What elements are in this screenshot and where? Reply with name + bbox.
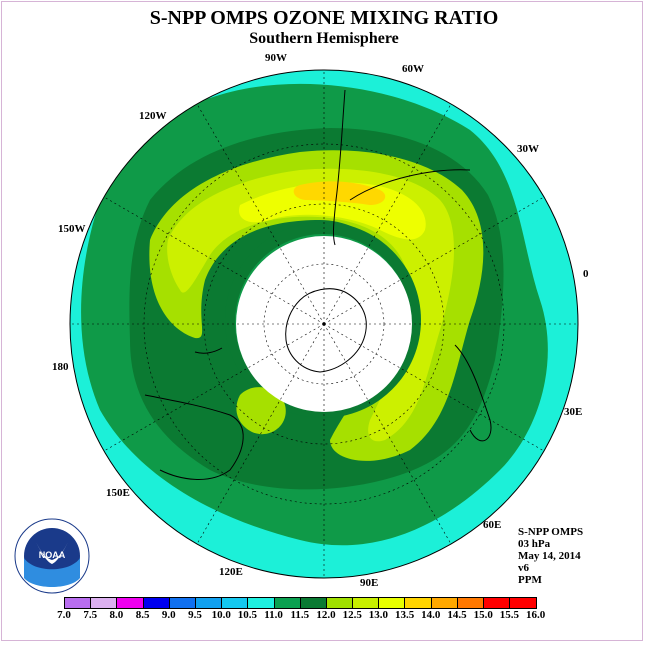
colorbar-swatch xyxy=(117,598,144,608)
meridian-150 xyxy=(103,323,325,452)
meridian-300 xyxy=(323,103,452,325)
info-block: S-NPP OMPS 03 hPa May 14, 2014 v6 PPM xyxy=(518,526,583,586)
colorbar-tick-label: 10.0 xyxy=(211,609,231,621)
band-lime-tongue xyxy=(236,387,286,435)
colorbar-tick-label: 16.0 xyxy=(525,609,546,621)
colorbar-swatch xyxy=(353,598,380,608)
colorbar-swatch xyxy=(274,598,301,608)
colorbar-tick-label: 13.5 xyxy=(394,609,415,621)
page-frame xyxy=(1,1,643,641)
colorbar-tick-label: 11.0 xyxy=(264,609,283,621)
info-version: v6 xyxy=(518,562,529,574)
colorbar-tick-label: 12.0 xyxy=(316,609,336,621)
meridian-60 xyxy=(323,323,452,545)
colorbar-tick-label: 14.5 xyxy=(447,609,467,621)
lon-label-90w: 90W xyxy=(265,52,287,64)
colorbar-swatch xyxy=(195,598,223,608)
info-date: May 14, 2014 xyxy=(518,550,581,562)
lon-label-150w: 150W xyxy=(58,223,86,235)
colorbar-swatch xyxy=(379,598,406,608)
colorbar-tick-label: 8.0 xyxy=(109,609,124,621)
colorbar-swatch xyxy=(91,598,118,608)
meridian-210 xyxy=(103,196,325,325)
lon-label-180: 180 xyxy=(52,361,69,373)
coast-antarctica xyxy=(285,288,367,373)
lon-label-60w: 60W xyxy=(402,63,424,75)
colorbar-swatch xyxy=(326,598,354,608)
noaa-logo-text: NOAA xyxy=(39,550,66,560)
meridian-330 xyxy=(323,196,545,325)
lon-label-60e: 60E xyxy=(483,519,502,531)
colorbar-swatch xyxy=(484,598,511,608)
colorbar-swatch xyxy=(143,598,170,608)
band-gold xyxy=(293,181,386,205)
colorbar-tick-label: 8.5 xyxy=(135,609,150,621)
map-subtitle: Southern Hemisphere xyxy=(249,30,399,47)
colorbar-tick-label: 7.5 xyxy=(83,609,98,621)
colorbar-swatch xyxy=(405,598,432,608)
lon-label-0: 0 xyxy=(583,268,589,280)
info-instrument: S-NPP OMPS xyxy=(518,526,584,538)
colorbar-ticks: 7.0 7.5 8.0 8.5 9.0 9.5 10.0 10.5 11.0 11.5 12.0 12… xyxy=(0,609,648,623)
lon-label-90e: 90E xyxy=(360,577,379,589)
colorbar-swatch xyxy=(169,598,196,608)
meridian-240 xyxy=(196,103,325,325)
pole-dot xyxy=(322,322,326,326)
lon-label-30e: 30E xyxy=(564,406,583,418)
map-title: S-NPP OMPS OZONE MIXING RATIO xyxy=(149,7,499,29)
lon-label-150e: 150E xyxy=(106,487,130,499)
meridian-120 xyxy=(196,323,325,545)
colorbar-tick-label: 15.5 xyxy=(499,609,520,621)
globe-outline xyxy=(69,69,579,579)
meridian-30 xyxy=(323,323,545,452)
lon-label-120e: 120E xyxy=(219,566,243,578)
info-units: PPM xyxy=(518,574,542,586)
colorbar-swatch xyxy=(457,598,484,608)
band-yellowgreen xyxy=(167,168,454,442)
coast-newzealand xyxy=(194,347,223,354)
colorbar-tick-label: 12.5 xyxy=(342,609,362,621)
colorbar xyxy=(64,597,538,609)
noaa-logo: NOAA xyxy=(14,518,90,594)
coast-south-america xyxy=(332,89,471,246)
colorbar-swatch xyxy=(431,598,458,608)
colorbar-swatch xyxy=(300,598,327,608)
info-pressure: 03 hPa xyxy=(518,538,551,550)
colorbar-tick-label: 13.0 xyxy=(368,609,389,621)
colorbar-tick-label: 9.0 xyxy=(161,609,176,621)
colorbar-tick-label: 14.0 xyxy=(421,609,441,621)
colorbar-tick-label: 15.0 xyxy=(473,609,493,621)
colorbar-swatch xyxy=(510,598,537,608)
lon-label-30w: 30W xyxy=(517,143,539,155)
coast-australia xyxy=(144,394,244,480)
colorbar-tick-label: 11.5 xyxy=(290,609,310,621)
colorbar-swatch xyxy=(248,598,275,608)
colorbar-swatch xyxy=(222,598,249,608)
colorbar-tick-label: 7.0 xyxy=(57,609,71,621)
colorbar-swatch xyxy=(65,598,92,608)
lon-label-120w: 120W xyxy=(139,110,167,122)
colorbar-tick-label: 9.5 xyxy=(188,609,202,621)
colorbar-tick-label: 10.5 xyxy=(237,609,258,621)
